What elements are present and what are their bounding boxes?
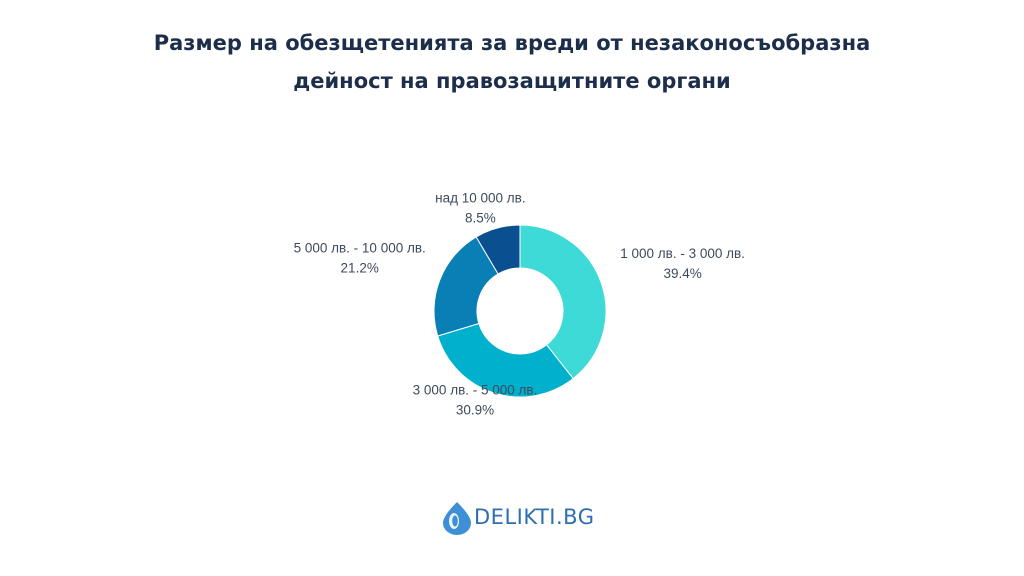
donut-slice-2[interactable] (437, 322, 574, 398)
deliktibg-logo: DELIKTI.BG (440, 498, 600, 538)
slice-value-3: 21.2% (341, 261, 379, 276)
chart-title-line-1: Размер на обезщетенията за вреди от неза… (153, 31, 871, 55)
chart-title-line-2: дейност на правозащитните органи (293, 69, 731, 93)
donut-slices (433, 224, 607, 398)
slice-label-4: над 10 000 лв. (435, 191, 525, 206)
donut-slice-1[interactable] (519, 224, 607, 380)
slice-label-1: 1 000 лв. - 3 000 лв. (620, 246, 745, 261)
chart-title: Размер на обезщетенията за вреди от неза… (0, 24, 1024, 100)
slice-label-2: 3 000 лв. - 5 000 лв. (413, 382, 538, 397)
slice-labels: 1 000 лв. - 3 000 лв. 39.4% 3 000 лв. - 5 … (294, 191, 745, 418)
slice-value-2: 30.9% (456, 402, 494, 417)
logo-text: DELIKTI.BG (474, 505, 595, 529)
slice-value-4: 8.5% (465, 211, 496, 226)
slice-value-1: 39.4% (663, 266, 701, 281)
donut-slice-4[interactable] (475, 224, 521, 275)
slice-label-3: 5 000 лв. - 10 000 лв. (294, 241, 426, 256)
drop-logo-icon (443, 502, 471, 535)
